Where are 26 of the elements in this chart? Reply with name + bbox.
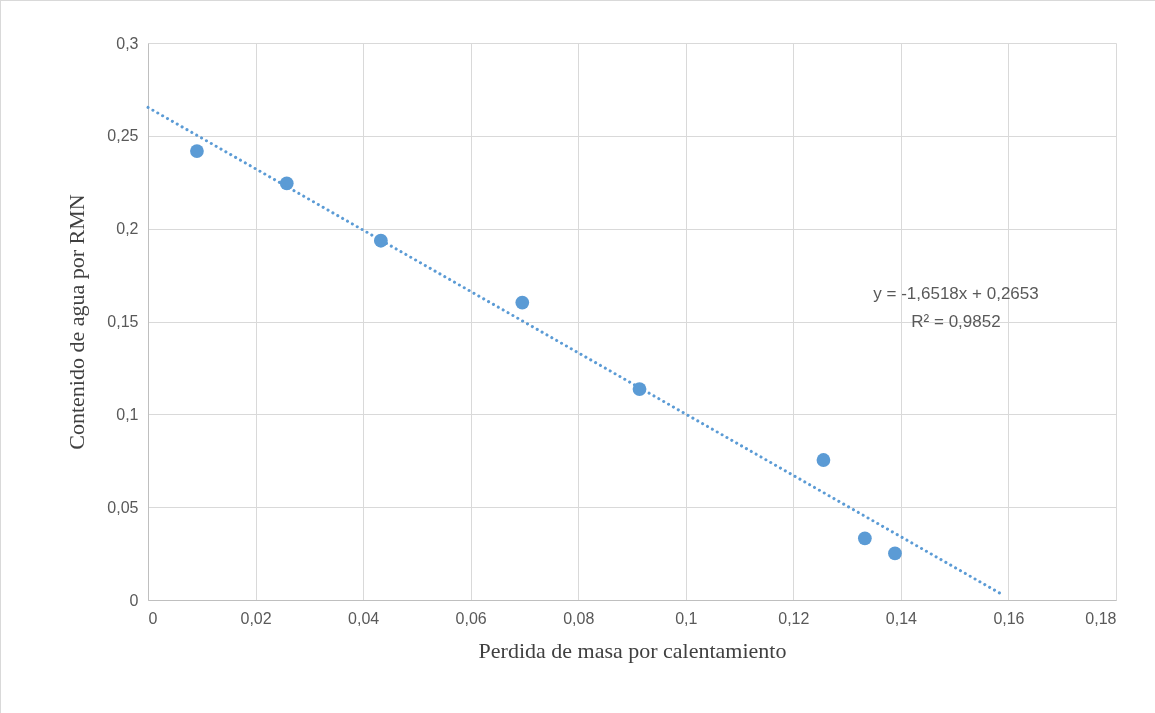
point: [857, 531, 872, 546]
point: [888, 546, 902, 561]
x-tick-label: 0,08: [563, 609, 595, 627]
x-axis-title: Perdida de masa por calentamiento: [478, 637, 787, 663]
point: [515, 295, 530, 310]
y-tick-label: 0,1: [116, 405, 139, 423]
y-axis-title: Contenido de agua por RMN: [64, 194, 90, 450]
y-tick-label: 0,15: [107, 313, 139, 330]
y-tick-label: 0: [129, 591, 139, 609]
x-tick-label: 0,14: [885, 609, 918, 627]
y-tick-label: 0,25: [107, 127, 139, 145]
x-tick-label: 0,06: [455, 609, 487, 627]
x-tick-label: 0,16: [993, 609, 1025, 627]
x-tick-label: 0,1: [675, 609, 698, 627]
x-tick-label: 0,12: [778, 609, 810, 627]
y-tick-label: 0,2: [116, 220, 139, 238]
y-tick-label: 0,3: [116, 34, 139, 52]
point: [816, 453, 831, 467]
x-tick-label: 0,04: [348, 609, 380, 627]
point: [190, 144, 204, 158]
annotation: y = -1,6518x + 0,2653: [873, 284, 1039, 303]
x-tick-label: 0,02: [240, 609, 272, 627]
x-tick-label: 0,18: [1085, 609, 1117, 627]
y-tick-label: 0,05: [107, 498, 139, 516]
x-tick-label: 0: [148, 609, 158, 627]
annotation: R² = 0,9852: [911, 312, 1001, 331]
